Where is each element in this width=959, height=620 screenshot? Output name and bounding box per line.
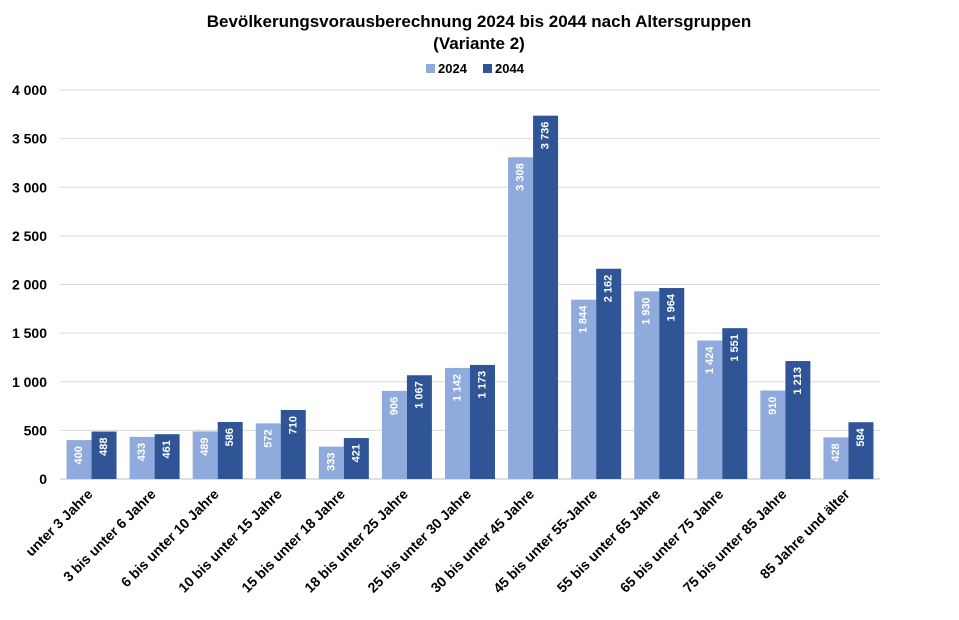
data-label-2024-5: 906 bbox=[388, 397, 400, 415]
category-label: 25 bis unter 30 Jahre bbox=[364, 486, 474, 596]
data-label-2044-12: 584 bbox=[855, 427, 867, 446]
bar-2024-11 bbox=[760, 390, 786, 479]
data-label-2024-12: 428 bbox=[830, 443, 842, 461]
legend-swatch-2024 bbox=[426, 64, 435, 73]
category-label: 45 bis unter 55-Jahre bbox=[490, 486, 601, 597]
data-label-2024-4: 333 bbox=[325, 453, 337, 471]
category-label: 75 bis unter 85 Jahre bbox=[680, 486, 790, 596]
bar-2044-11 bbox=[785, 361, 811, 479]
y-tick-label: 3 500 bbox=[12, 131, 47, 147]
bar-2044-12 bbox=[848, 422, 874, 479]
data-label-2044-3: 710 bbox=[287, 416, 299, 434]
bar-2024-2 bbox=[192, 431, 218, 479]
data-label-2024-7: 3 308 bbox=[515, 163, 527, 191]
y-tick-label: 3 000 bbox=[12, 179, 47, 195]
bar-2044-10 bbox=[722, 328, 748, 479]
y-tick-label: 1 000 bbox=[12, 374, 47, 390]
data-label-2044-2: 586 bbox=[224, 428, 236, 446]
bar-2044-6 bbox=[470, 364, 495, 479]
data-label-2024-10: 1 424 bbox=[704, 346, 716, 374]
bar-2044-3 bbox=[280, 409, 306, 479]
data-label-2044-1: 461 bbox=[161, 440, 173, 458]
legend: 2024 2044 bbox=[426, 61, 525, 76]
data-label-2024-2: 489 bbox=[199, 437, 211, 455]
bar-2044-9 bbox=[659, 288, 685, 479]
bar-2024-8 bbox=[571, 299, 597, 479]
data-label-2044-5: 1 067 bbox=[413, 381, 425, 409]
legend-swatch-2044 bbox=[483, 64, 492, 73]
data-label-2044-4: 421 bbox=[350, 444, 362, 462]
bar-2044-7 bbox=[533, 115, 559, 479]
bar-2044-4 bbox=[343, 438, 369, 479]
y-tick-label: 1 500 bbox=[12, 325, 47, 341]
gridlines bbox=[60, 89, 880, 480]
bar-2024-7 bbox=[508, 157, 534, 479]
data-label-2024-3: 572 bbox=[262, 429, 274, 447]
data-label-2044-11: 1 213 bbox=[792, 367, 804, 395]
category-label: 65 bis unter 75 Jahre bbox=[617, 486, 727, 596]
data-label-2044-8: 2 162 bbox=[603, 275, 615, 303]
data-label-2044-9: 1 964 bbox=[666, 293, 678, 321]
category-label: 18 bis unter 25 Jahre bbox=[301, 486, 411, 596]
legend-label-2044: 2044 bbox=[495, 61, 525, 76]
y-tick-label: 2 000 bbox=[12, 277, 47, 293]
data-label-2044-10: 1 551 bbox=[729, 334, 741, 362]
bar-2024-12 bbox=[823, 437, 849, 479]
chart-title: Bevölkerungsvorausberechnung 2024 bis 20… bbox=[207, 12, 752, 31]
bar-2024-3 bbox=[255, 423, 281, 479]
bar-2024-0 bbox=[66, 440, 92, 479]
chart-subtitle: (Variante 2) bbox=[433, 34, 525, 53]
data-labels: 400 488 433 461 489 586 572 710 333 421 906 1 067 1 … bbox=[73, 122, 867, 471]
bar-2024-10 bbox=[697, 340, 723, 479]
y-axis-tick-labels: 0 500 1 000 1 500 2 000 2 500 3 000 3 500 4 000 bbox=[12, 82, 47, 487]
bar-2024-9 bbox=[634, 291, 660, 479]
category-label: 15 bis unter 18 Jahre bbox=[238, 486, 348, 596]
category-label: 30 bis unter 45 Jahre bbox=[427, 486, 537, 596]
data-label-2044-7: 3 736 bbox=[540, 122, 552, 150]
category-label: 10 bis unter 15 Jahre bbox=[175, 486, 285, 596]
data-label-2024-0: 400 bbox=[73, 446, 85, 464]
bar-2044-1 bbox=[154, 434, 180, 479]
data-label-2024-11: 910 bbox=[767, 397, 779, 415]
legend-label-2024: 2024 bbox=[438, 61, 468, 76]
data-label-2024-9: 1 930 bbox=[641, 297, 653, 325]
y-tick-label: 500 bbox=[24, 422, 48, 438]
data-label-2024-1: 433 bbox=[136, 443, 148, 461]
bar-2044-2 bbox=[217, 422, 243, 479]
data-label-2044-6: 1 173 bbox=[477, 371, 489, 399]
bar-2024-1 bbox=[129, 436, 155, 479]
bar-2024-6 bbox=[445, 367, 470, 479]
bars bbox=[66, 115, 874, 479]
y-tick-label: 2 500 bbox=[12, 228, 47, 244]
bar-2024-5 bbox=[381, 390, 407, 479]
bar-2024-4 bbox=[318, 446, 344, 479]
bar-2044-8 bbox=[596, 268, 622, 479]
data-label-2024-6: 1 142 bbox=[452, 374, 464, 402]
bar-2044-0 bbox=[91, 431, 117, 479]
data-label-2044-0: 488 bbox=[98, 438, 110, 456]
category-label: 55 bis unter 65 Jahre bbox=[554, 486, 664, 596]
bar-2044-5 bbox=[406, 375, 432, 479]
data-label-2024-8: 1 844 bbox=[578, 305, 590, 333]
y-tick-label: 4 000 bbox=[12, 82, 47, 98]
y-tick-label: 0 bbox=[39, 471, 47, 487]
